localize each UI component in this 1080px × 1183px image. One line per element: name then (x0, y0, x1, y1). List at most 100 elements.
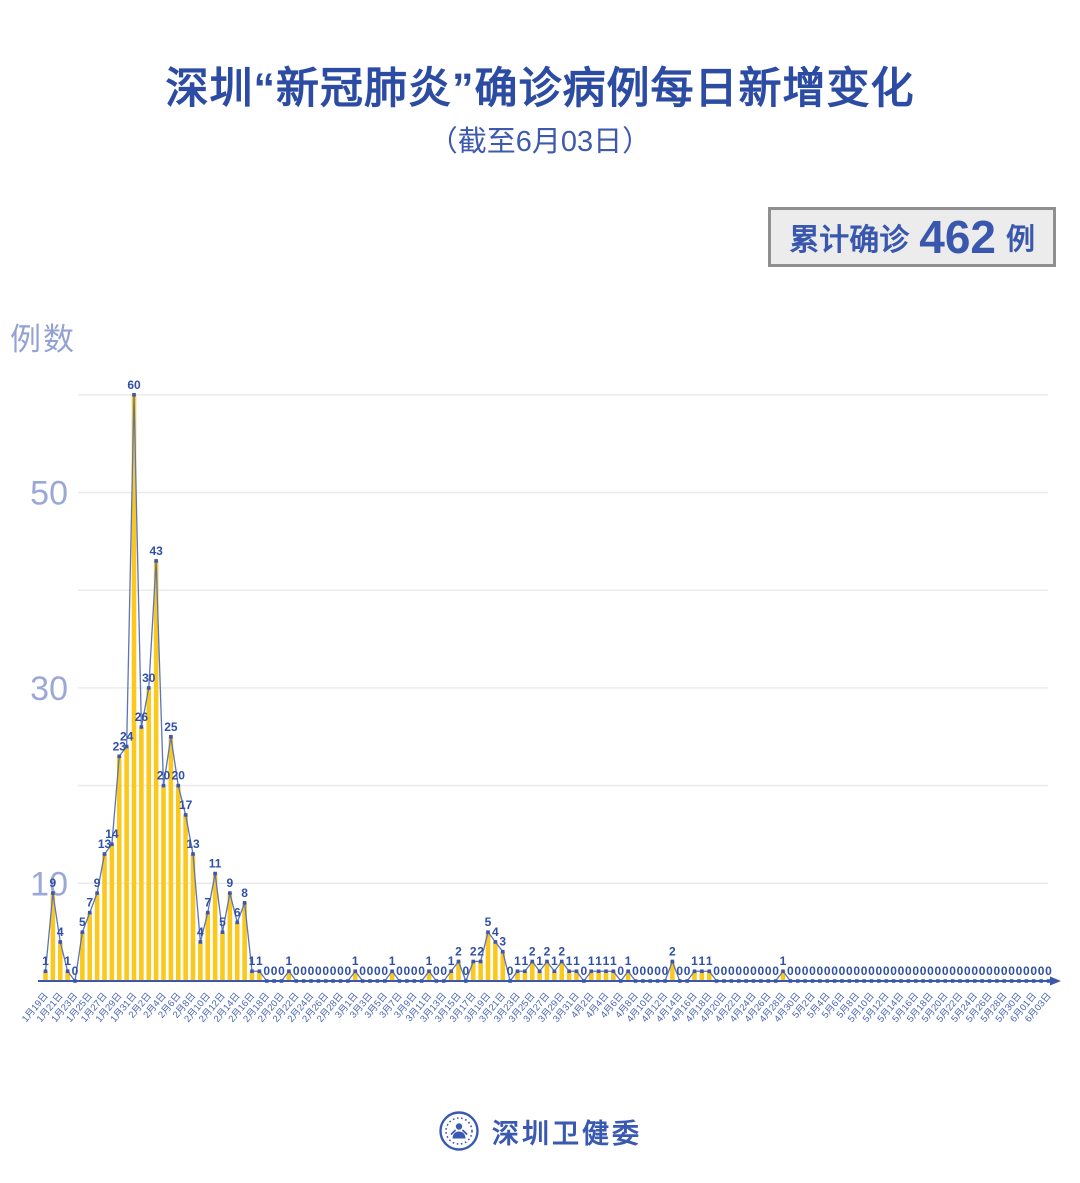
point-marker (117, 754, 122, 759)
point-marker (198, 940, 203, 944)
point-value-label: 1 (256, 954, 263, 968)
point-marker (552, 969, 557, 974)
point-marker (486, 930, 490, 934)
y-tick-label: 50 (30, 475, 68, 513)
point-value-label: 0 (758, 964, 765, 978)
footer: 深圳卫健委 (0, 1110, 1080, 1152)
point-value-label: 0 (898, 964, 905, 978)
daily-case-bar (603, 971, 609, 981)
point-value-label: 13 (186, 837, 200, 851)
daily-case-bar (537, 971, 542, 981)
daily-case-bar (220, 932, 225, 981)
point-value-label: 0 (263, 964, 270, 978)
point-value-label: 0 (581, 964, 588, 978)
point-value-label: 0 (396, 964, 403, 978)
point-value-label: 0 (839, 964, 846, 978)
daily-case-bar (470, 961, 476, 981)
daily-case-bar (198, 941, 203, 981)
daily-case-bar (175, 785, 181, 981)
point-value-label: 4 (57, 925, 64, 939)
point-marker (545, 959, 549, 964)
point-marker (478, 959, 483, 964)
y-tick-labels: 10 30 50 (30, 475, 68, 904)
point-value-label: 0 (735, 964, 742, 978)
point-value-label: 1 (426, 954, 433, 968)
point-marker (132, 393, 136, 397)
point-value-label: 0 (817, 964, 824, 978)
point-value-label: 0 (876, 964, 883, 978)
daily-cases-chart: 10 30 50 1 9 4 1 0 5 7 9 13 14 23 24 60 26 30 43 20 25 20 17 13… (0, 355, 1080, 1085)
point-marker (589, 969, 594, 974)
point-value-label: 0 (890, 964, 897, 978)
point-value-label: 1 (536, 954, 543, 968)
daily-case-bar (102, 853, 107, 981)
y-tick-label: 10 (30, 865, 68, 903)
point-marker (574, 969, 579, 974)
point-value-label: 0 (300, 964, 307, 978)
point-marker (611, 969, 616, 974)
point-value-label: 1 (64, 954, 71, 968)
point-value-label: 1 (249, 954, 256, 968)
daily-case-bar (234, 922, 240, 981)
point-value-label: 0 (308, 964, 315, 978)
point-value-label: 14 (105, 827, 119, 841)
point-value-label: 1 (706, 954, 713, 968)
point-marker (205, 910, 210, 915)
point-value-label: 0 (654, 964, 661, 978)
point-value-label: 0 (640, 964, 647, 978)
point-marker (51, 891, 55, 895)
point-value-label: 20 (157, 769, 171, 783)
point-value-label: 0 (920, 964, 927, 978)
daily-case-bar (692, 971, 697, 981)
point-value-label: 17 (179, 798, 193, 812)
point-marker (242, 901, 247, 905)
point-value-label: 0 (728, 964, 735, 978)
point-value-label: 0 (322, 964, 329, 978)
daily-case-bar (80, 932, 85, 981)
point-value-label: 1 (522, 954, 529, 968)
daily-case-bar (205, 912, 211, 981)
point-value-labels: 1941057913142324602630432025201713471159… (42, 378, 1052, 978)
point-value-label: 1 (573, 954, 580, 968)
daily-case-bar (478, 961, 483, 981)
daily-case-bar (65, 971, 70, 981)
point-value-label: 7 (204, 896, 211, 910)
point-value-label: 26 (135, 710, 149, 724)
point-value-label: 1 (691, 954, 698, 968)
daily-case-bar (780, 971, 786, 981)
point-value-label: 1 (389, 954, 396, 968)
daily-case-bar (625, 971, 631, 981)
point-value-label: 43 (149, 544, 163, 558)
point-value-label: 1 (780, 954, 787, 968)
point-marker (707, 969, 712, 974)
daily-case-bar (389, 971, 395, 981)
point-marker (567, 969, 571, 974)
daily-case-bar (426, 971, 432, 981)
daily-case-bar (116, 756, 122, 981)
page-title: 深圳“新冠肺炎”确诊病例每日新增变化 (165, 65, 915, 113)
point-value-label: 0 (986, 964, 993, 978)
point-value-label: 0 (367, 964, 374, 978)
point-value-label: 0 (1045, 964, 1052, 978)
daily-case-bar (559, 961, 565, 981)
point-marker (530, 959, 535, 964)
daily-case-bar (670, 961, 675, 981)
daily-case-bar (50, 893, 56, 981)
point-value-label: 0 (787, 964, 794, 978)
point-value-label: 4 (492, 925, 499, 939)
daily-case-bar (552, 971, 557, 981)
point-value-label: 1 (603, 954, 610, 968)
point-value-label: 0 (662, 964, 669, 978)
daily-case-bar (485, 932, 491, 981)
daily-case-bar (212, 873, 218, 981)
point-marker (781, 969, 785, 974)
point-value-label: 0 (676, 964, 683, 978)
point-value-label: 0 (853, 964, 860, 978)
point-value-label: 0 (1038, 964, 1045, 978)
daily-case-bar (161, 785, 166, 981)
point-value-label: 0 (794, 964, 801, 978)
point-value-label: 0 (617, 964, 624, 978)
point-value-label: 0 (883, 964, 890, 978)
daily-case-bar (124, 746, 129, 981)
point-value-label: 0 (632, 964, 639, 978)
